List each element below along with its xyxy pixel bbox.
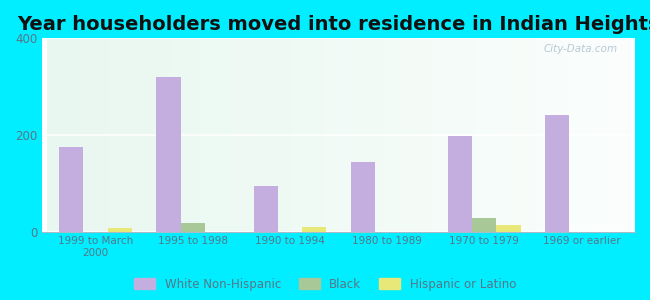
Bar — [497, 225, 521, 232]
Title: Year householders moved into residence in Indian Heights: Year householders moved into residence i… — [18, 15, 650, 34]
Bar — [448, 136, 472, 232]
Legend: White Non-Hispanic, Black, Hispanic or Latino: White Non-Hispanic, Black, Hispanic or L… — [131, 274, 519, 294]
Text: City-Data.com: City-Data.com — [543, 44, 618, 54]
Bar — [59, 147, 83, 232]
Bar — [472, 218, 497, 232]
Bar — [351, 161, 375, 232]
Bar — [302, 227, 326, 232]
Bar — [108, 228, 132, 232]
Bar — [254, 186, 278, 232]
Bar — [156, 77, 181, 232]
Bar — [181, 223, 205, 232]
Bar — [545, 115, 569, 232]
